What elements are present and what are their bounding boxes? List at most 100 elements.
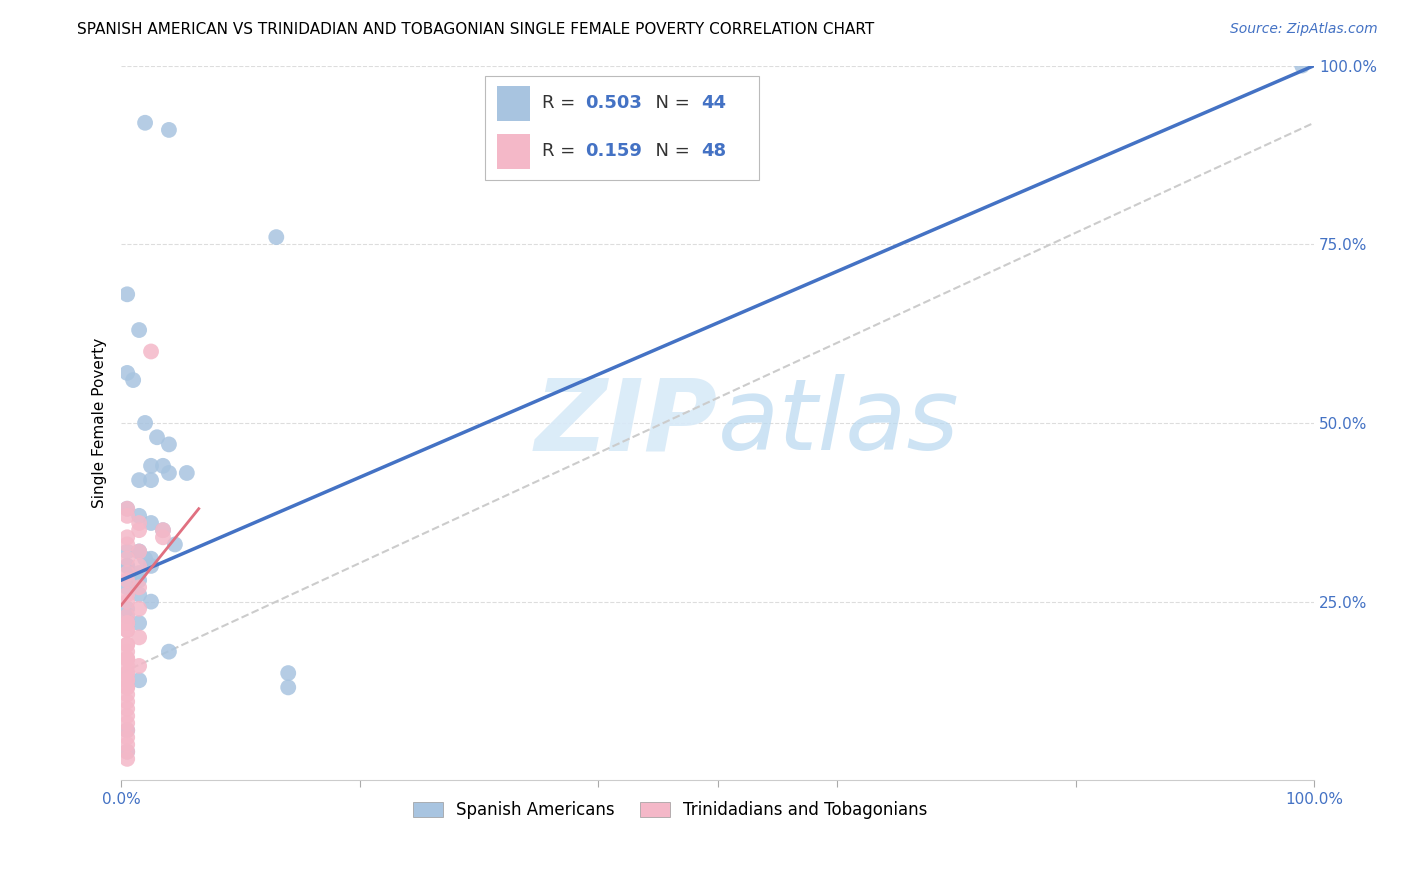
Point xyxy=(115,501,138,516)
Point xyxy=(128,673,150,688)
Point xyxy=(277,666,299,681)
Point xyxy=(115,666,138,681)
Point xyxy=(115,745,138,759)
Point xyxy=(128,573,150,587)
Point xyxy=(128,523,150,537)
Point xyxy=(128,566,150,580)
Point xyxy=(157,466,180,480)
Point xyxy=(139,516,162,530)
Point xyxy=(115,558,138,573)
Point xyxy=(115,731,138,745)
Point xyxy=(115,573,138,587)
Point xyxy=(134,551,156,566)
Point xyxy=(128,601,150,615)
Point xyxy=(128,516,150,530)
Y-axis label: Single Female Poverty: Single Female Poverty xyxy=(93,338,107,508)
Text: 48: 48 xyxy=(702,143,725,161)
Point xyxy=(115,745,138,759)
Point xyxy=(115,645,138,659)
Point xyxy=(157,645,180,659)
Point xyxy=(115,723,138,738)
Point xyxy=(115,537,138,551)
Point xyxy=(115,551,138,566)
Point xyxy=(139,594,162,608)
FancyBboxPatch shape xyxy=(496,134,530,169)
Point xyxy=(128,544,150,558)
FancyBboxPatch shape xyxy=(496,87,530,120)
Point xyxy=(115,616,138,631)
Text: atlas: atlas xyxy=(717,375,959,472)
FancyBboxPatch shape xyxy=(485,77,759,180)
Point xyxy=(115,673,138,688)
Legend: Spanish Americans, Trinidadians and Tobagonians: Spanish Americans, Trinidadians and Toba… xyxy=(406,794,934,826)
Point xyxy=(139,458,162,473)
Text: R =: R = xyxy=(543,143,581,161)
Point xyxy=(115,608,138,623)
Point xyxy=(163,537,186,551)
Point xyxy=(115,616,138,631)
Point xyxy=(266,230,288,244)
Point xyxy=(128,544,150,558)
Point xyxy=(115,587,138,601)
Point xyxy=(115,366,138,380)
Point xyxy=(157,437,180,451)
Text: ZIP: ZIP xyxy=(534,375,717,472)
Point xyxy=(152,458,174,473)
Point xyxy=(115,508,138,523)
Point xyxy=(157,123,180,137)
Text: N =: N = xyxy=(644,143,695,161)
Point xyxy=(139,558,162,573)
Point xyxy=(152,523,174,537)
Point xyxy=(128,631,150,645)
Point xyxy=(115,723,138,738)
Point xyxy=(152,523,174,537)
Point xyxy=(128,558,150,573)
Point xyxy=(115,752,138,766)
Point xyxy=(115,666,138,681)
Point xyxy=(139,473,162,487)
Point xyxy=(128,508,150,523)
Point xyxy=(115,638,138,652)
Point xyxy=(115,659,138,673)
Point xyxy=(115,530,138,544)
Point xyxy=(115,544,138,558)
Point xyxy=(115,709,138,723)
Point xyxy=(115,652,138,666)
Point xyxy=(139,551,162,566)
Point xyxy=(277,681,299,695)
Text: R =: R = xyxy=(543,95,581,112)
Point xyxy=(115,608,138,623)
Point xyxy=(152,530,174,544)
Point xyxy=(128,580,150,594)
Point xyxy=(115,688,138,702)
Point xyxy=(146,430,169,444)
Point xyxy=(128,587,150,601)
Point xyxy=(115,681,138,695)
Point xyxy=(115,652,138,666)
Point xyxy=(128,616,150,631)
Point xyxy=(115,673,138,688)
Point xyxy=(176,466,198,480)
Point xyxy=(115,558,138,573)
Point xyxy=(128,323,150,337)
Point xyxy=(115,695,138,709)
Point xyxy=(128,473,150,487)
Point xyxy=(115,580,138,594)
Point xyxy=(134,416,156,430)
Point xyxy=(115,702,138,716)
Point xyxy=(115,287,138,301)
Point xyxy=(115,716,138,731)
Point xyxy=(115,594,138,608)
Point xyxy=(115,566,138,580)
Point xyxy=(115,738,138,752)
Point xyxy=(115,501,138,516)
Text: SPANISH AMERICAN VS TRINIDADIAN AND TOBAGONIAN SINGLE FEMALE POVERTY CORRELATION: SPANISH AMERICAN VS TRINIDADIAN AND TOBA… xyxy=(77,22,875,37)
Point xyxy=(1291,59,1313,73)
Point xyxy=(134,116,156,130)
Point xyxy=(115,601,138,615)
Text: 0.503: 0.503 xyxy=(585,95,643,112)
Point xyxy=(128,544,150,558)
Point xyxy=(115,624,138,638)
Point xyxy=(115,638,138,652)
Point xyxy=(128,659,150,673)
